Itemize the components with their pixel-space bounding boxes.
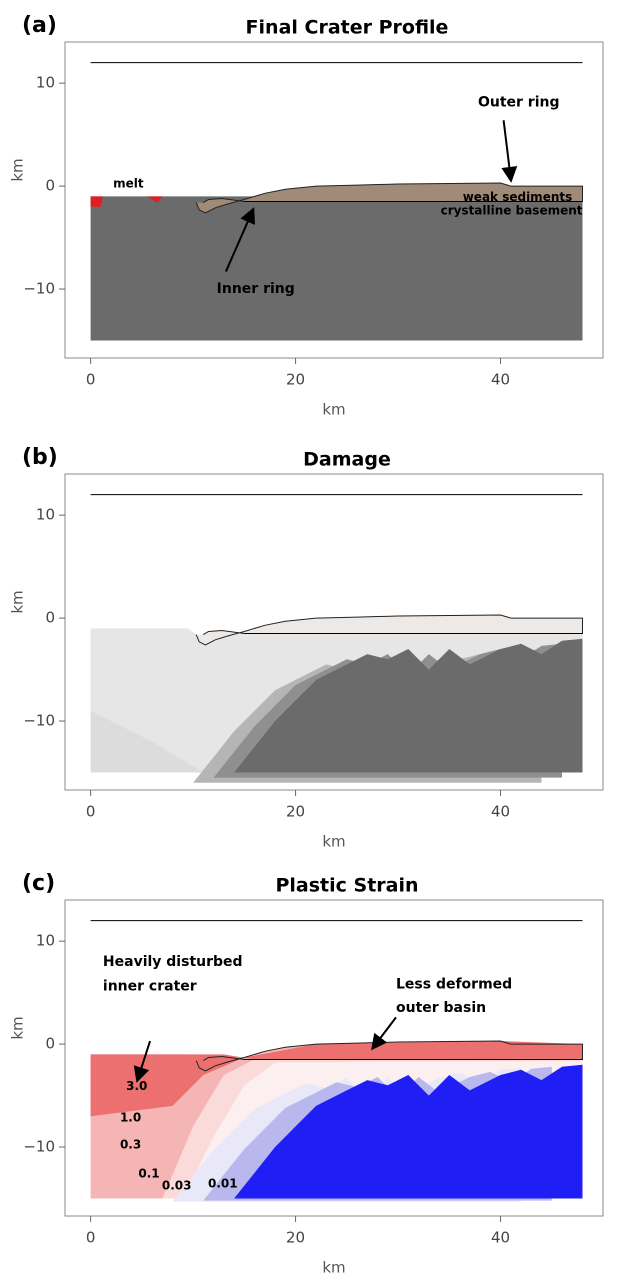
annotation: Heavily disturbed [103,954,243,970]
y-axis-label: km [9,590,27,613]
y-tick-label: 10 [36,74,55,92]
y-tick-label: −10 [23,280,55,298]
undamaged [234,638,583,773]
annotation: outer basin [396,1000,486,1016]
arrow [501,120,518,183]
annotation: 0.01 [208,1177,238,1191]
panel-title: Plastic Strain [275,875,418,897]
y-axis-label: km [9,1016,27,1039]
annotation: 1.0 [120,1111,141,1125]
arrow [133,1040,152,1083]
damage-shade [90,710,204,773]
annotation: Outer ring [478,95,560,111]
x-tick-label: 40 [491,803,510,821]
melt [90,196,103,207]
panel-title: Damage [303,449,391,471]
annotation: 0.3 [120,1137,141,1151]
x-tick-label: 40 [491,1229,510,1247]
panel-label: (a) [22,13,57,38]
x-tick-label: 0 [86,371,96,389]
x-axis-label: km [322,833,345,851]
y-tick-label: −10 [23,1138,55,1156]
annotation: melt [113,177,144,191]
annotation: inner crater [103,978,197,994]
plot-frame [64,473,604,791]
annotation: weak sediments [463,190,573,204]
annotation: 0.03 [162,1179,192,1193]
arrow [224,207,256,272]
strain-low [234,1064,583,1199]
annotation: Inner ring [217,281,295,297]
x-tick-label: 20 [286,803,305,821]
y-tick-label: 10 [36,506,55,524]
x-axis-label: km [322,401,345,419]
annotation: 0.1 [138,1166,159,1180]
y-tick-label: 0 [45,609,55,627]
x-axis-label: km [322,1259,345,1277]
arrow [371,1016,397,1051]
x-tick-label: 0 [86,803,96,821]
annotation: Less deformed [396,976,512,992]
basement [90,196,583,341]
y-tick-label: 10 [36,932,55,950]
panel-label: (b) [22,445,58,470]
y-axis-label: km [9,158,27,181]
x-tick-label: 40 [491,371,510,389]
panel-title: Final Crater Profile [246,17,449,39]
annotation: 3.0 [126,1079,147,1093]
melt [147,196,163,203]
annotation: crystalline basement [441,203,583,217]
x-tick-label: 20 [286,1229,305,1247]
y-tick-label: −10 [23,712,55,730]
strain-3 [90,1041,583,1117]
y-tick-label: 0 [45,177,55,195]
panel-label: (c) [22,871,55,896]
y-tick-label: 0 [45,1035,55,1053]
sediments [196,183,583,213]
x-tick-label: 20 [286,371,305,389]
sediments [196,615,583,645]
plot-frame [64,899,604,1217]
x-tick-label: 0 [86,1229,96,1247]
plot-frame [64,41,604,359]
